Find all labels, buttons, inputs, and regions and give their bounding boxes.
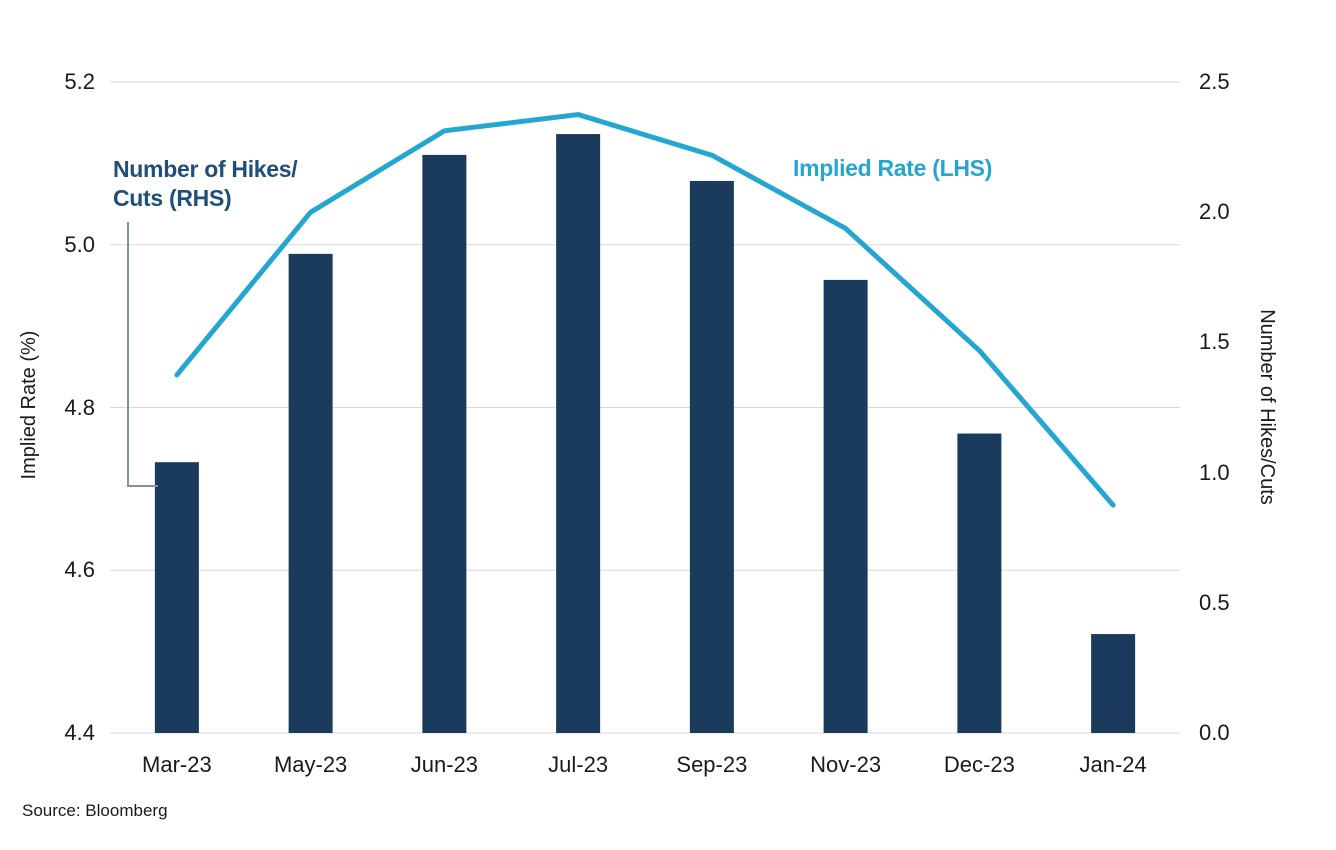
bar-Jun-23	[422, 154, 467, 734]
bar-Sep-23	[689, 180, 734, 733]
bar-series-annotation-line2: Cuts (RHS)	[113, 185, 232, 211]
bar-series-annotation-line1: Number of Hikes/	[113, 156, 298, 182]
annotation-callout-horizontal-line	[127, 485, 158, 487]
bar-Jan-24	[1091, 634, 1136, 733]
bar-Mar-23	[154, 462, 199, 733]
bar-Nov-23	[823, 279, 868, 733]
bar-May-23	[288, 253, 333, 733]
source-caption: Source: Bloomberg	[22, 801, 168, 820]
line-series-annotation: Implied Rate (LHS)	[793, 155, 993, 181]
right-axis-title: Number of Hikes/Cuts	[1256, 309, 1278, 505]
bar-Jul-23	[556, 134, 601, 733]
bar-series-annotation: Number of Hikes/ Cuts (RHS)	[113, 155, 298, 213]
bar-Dec-23	[957, 433, 1002, 733]
implied-rate-line	[174, 112, 1116, 508]
annotation-callout-vertical-line	[127, 222, 129, 486]
left-axis-title: Implied Rate (%)	[18, 330, 40, 480]
